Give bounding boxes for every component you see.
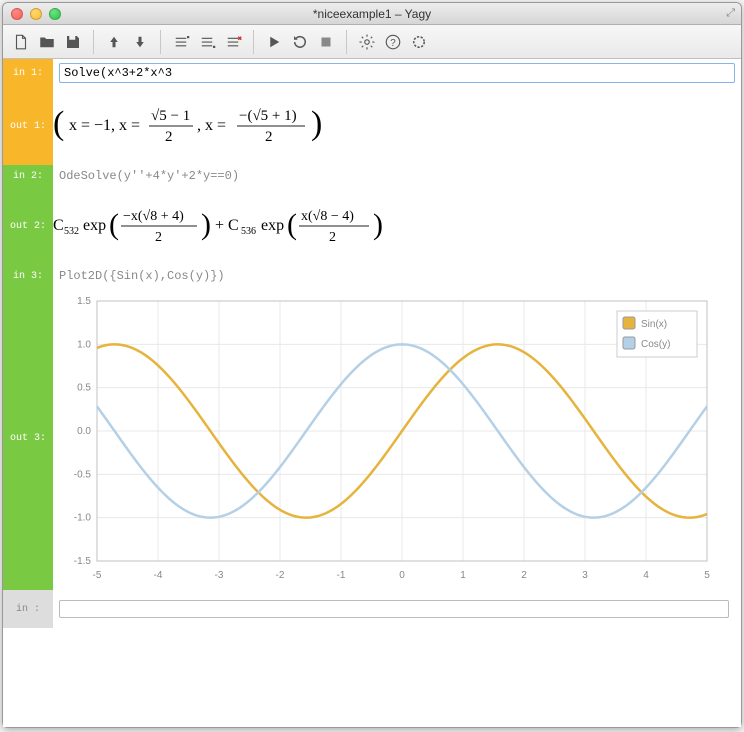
svg-text:3: 3 (582, 570, 588, 581)
titlebar: *niceexample1 – Yagy ⤢ (3, 3, 741, 25)
cell-out-1: out 1: ( x = −1, x = √5 − 1 2 , x = −(√5… (3, 87, 741, 165)
svg-text:(: ( (287, 208, 297, 241)
cell-in-2: in 2: OdeSolve(y''+4*y'+2*y==0) (3, 165, 741, 187)
save-button[interactable] (61, 30, 85, 54)
resize-icon[interactable]: ⤢ (726, 7, 735, 20)
settings-button[interactable] (355, 30, 379, 54)
new-file-button[interactable] (9, 30, 33, 54)
input-blank[interactable] (59, 600, 729, 618)
svg-text:, x =: , x = (197, 117, 226, 134)
svg-text:1.0: 1.0 (77, 339, 91, 350)
delete-cell-button[interactable] (221, 30, 245, 54)
svg-text:2: 2 (155, 230, 162, 245)
svg-text:-0.5: -0.5 (74, 469, 92, 480)
zoom-icon[interactable] (49, 8, 61, 20)
up-arrow-button[interactable] (102, 30, 126, 54)
svg-text:-2: -2 (276, 570, 285, 581)
svg-text:x(√8 − 4): x(√8 − 4) (301, 209, 354, 224)
svg-text:-1: -1 (337, 570, 346, 581)
cell-out-3: out 3: -5 -4 -3 -2 -1 0 1 2 3 4 5 -1.5 -1.0 -0.5 0.0 0.… (3, 287, 741, 590)
svg-text:): ) (373, 208, 383, 241)
gutter-out-1: out 1: (3, 87, 53, 165)
help-button[interactable]: ? (381, 30, 405, 54)
svg-text:536: 536 (241, 226, 256, 237)
toolbar: ? (3, 25, 741, 59)
svg-text:532: 532 (64, 226, 79, 237)
window-controls (11, 8, 61, 20)
svg-text:exp: exp (83, 217, 106, 234)
ring-button[interactable] (407, 30, 431, 54)
svg-text:2: 2 (329, 230, 336, 245)
gutter-in-3: in 3: (3, 265, 53, 287)
svg-text:−x(√8 + 4): −x(√8 + 4) (123, 209, 184, 224)
cell-in-3: in 3: Plot2D({Sin(x),Cos(y)}) (3, 265, 741, 287)
minimize-icon[interactable] (30, 8, 42, 20)
svg-text:−(√5 + 1): −(√5 + 1) (239, 108, 297, 124)
insert-below-button[interactable] (195, 30, 219, 54)
stop-button[interactable] (314, 30, 338, 54)
svg-text:2: 2 (521, 570, 527, 581)
notebook-content: in 1: out 1: ( x = −1, x = √5 − 1 2 , x … (3, 59, 741, 727)
svg-text:√5 − 1: √5 − 1 (151, 108, 190, 124)
close-icon[interactable] (11, 8, 23, 20)
app-window: *niceexample1 – Yagy ⤢ ? (2, 2, 742, 728)
svg-text:1: 1 (460, 570, 466, 581)
svg-text:): ) (311, 105, 322, 142)
cell-in-1: in 1: (3, 59, 741, 87)
svg-text:2: 2 (165, 129, 173, 145)
open-file-button[interactable] (35, 30, 59, 54)
svg-text:Sin(x): Sin(x) (641, 319, 667, 330)
svg-text:Cos(y): Cos(y) (641, 339, 670, 350)
input-1[interactable] (59, 63, 735, 83)
svg-text:-1.5: -1.5 (74, 556, 92, 567)
cell-in-blank: in : (3, 590, 741, 628)
restart-button[interactable] (288, 30, 312, 54)
svg-text:-3: -3 (215, 570, 224, 581)
gutter-in-blank: in : (3, 590, 53, 628)
svg-text:-5: -5 (93, 570, 102, 581)
svg-text:0: 0 (399, 570, 405, 581)
gutter-out-2: out 2: (3, 187, 53, 265)
svg-text:C: C (53, 217, 64, 234)
gutter-in-1: in 1: (3, 59, 53, 87)
svg-text:(: ( (53, 105, 64, 142)
svg-text:-1.0: -1.0 (74, 513, 92, 524)
svg-text:+ C: + C (215, 217, 239, 234)
output-2-math: C532 exp ( −x(√8 + 4) 2 ) + C536 exp ( x… (53, 187, 741, 265)
down-arrow-button[interactable] (128, 30, 152, 54)
svg-text:?: ? (390, 37, 396, 48)
svg-text:-4: -4 (154, 570, 163, 581)
svg-text:0.5: 0.5 (77, 383, 91, 394)
input-3-text[interactable]: Plot2D({Sin(x),Cos(y)}) (53, 265, 741, 287)
svg-text:1.5: 1.5 (77, 296, 91, 307)
svg-text:2: 2 (265, 129, 273, 145)
svg-text:4: 4 (643, 570, 649, 581)
input-2-text[interactable]: OdeSolve(y''+4*y'+2*y==0) (53, 165, 741, 187)
plot-svg: -5 -4 -3 -2 -1 0 1 2 3 4 5 -1.5 -1.0 -0.5 0.0 0.5 1.0 1.5… (57, 291, 717, 586)
svg-text:): ) (201, 208, 211, 241)
output-1-math: ( x = −1, x = √5 − 1 2 , x = −(√5 + 1) 2… (53, 87, 741, 165)
svg-text:5: 5 (704, 570, 710, 581)
svg-text:0.0: 0.0 (77, 426, 91, 437)
svg-text:x = −1, x =: x = −1, x = (69, 117, 140, 134)
gutter-in-2: in 2: (3, 165, 53, 187)
window-title: *niceexample1 – Yagy (313, 7, 431, 21)
plot-output: -5 -4 -3 -2 -1 0 1 2 3 4 5 -1.5 -1.0 -0.5 0.0 0.5 1.0 1.5… (53, 287, 741, 590)
cell-out-2: out 2: C532 exp ( −x(√8 + 4) 2 ) + C536 … (3, 187, 741, 265)
insert-above-button[interactable] (169, 30, 193, 54)
svg-text:exp: exp (261, 217, 284, 234)
gutter-out-3: out 3: (3, 287, 53, 590)
svg-text:(: ( (109, 208, 119, 241)
run-button[interactable] (262, 30, 286, 54)
